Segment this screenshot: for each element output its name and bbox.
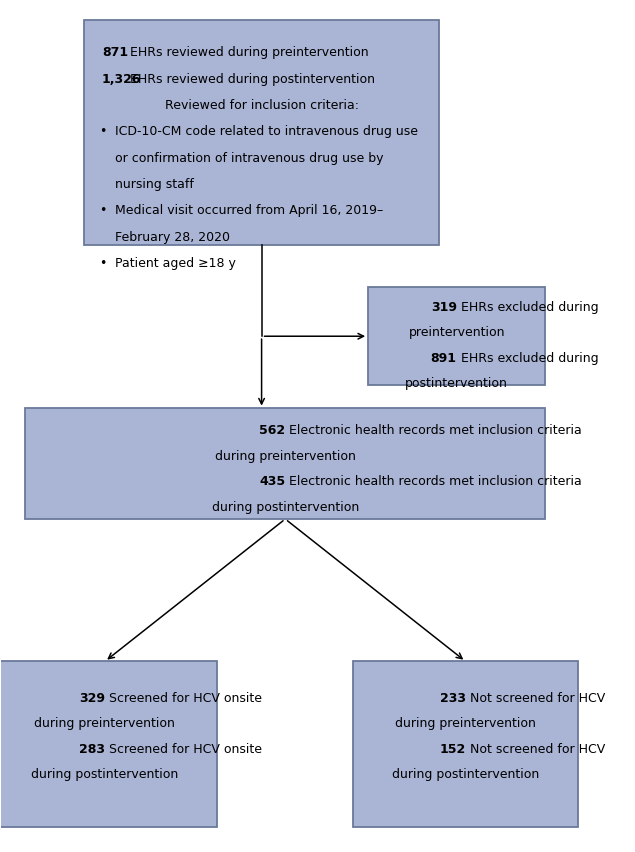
Bar — [25, 409, 545, 520]
Text: Reviewed for inclusion criteria:: Reviewed for inclusion criteria: — [164, 99, 359, 112]
Text: February 28, 2020: February 28, 2020 — [115, 231, 230, 244]
Text: 562: 562 — [259, 423, 285, 437]
Text: Screened for HCV onsite: Screened for HCV onsite — [105, 691, 262, 704]
Text: •: • — [99, 125, 106, 138]
Text: •: • — [99, 257, 106, 270]
Text: Medical visit occurred from April 16, 2019–: Medical visit occurred from April 16, 20… — [115, 204, 383, 217]
Text: 435: 435 — [259, 475, 285, 487]
Bar — [84, 20, 439, 245]
Text: EHRs excluded during: EHRs excluded during — [457, 300, 598, 314]
Text: EHRs excluded during: EHRs excluded during — [457, 351, 598, 364]
Text: Electronic health records met inclusion criteria: Electronic health records met inclusion … — [285, 475, 582, 487]
Text: Not screened for HCV: Not screened for HCV — [465, 691, 605, 704]
Text: during postintervention: during postintervention — [31, 768, 178, 780]
Text: Patient aged ≥18 y: Patient aged ≥18 y — [115, 257, 236, 270]
Text: Not screened for HCV: Not screened for HCV — [465, 742, 605, 755]
Text: Screened for HCV onsite: Screened for HCV onsite — [105, 742, 262, 755]
Text: 233: 233 — [439, 691, 465, 704]
Text: during preintervention: during preintervention — [395, 717, 536, 729]
Text: preintervention: preintervention — [408, 325, 505, 338]
Text: during postintervention: during postintervention — [211, 500, 359, 513]
Text: •: • — [99, 204, 106, 217]
Text: 283: 283 — [79, 742, 105, 755]
Text: ICD-10-CM code related to intravenous drug use: ICD-10-CM code related to intravenous dr… — [115, 125, 418, 138]
Bar — [353, 662, 578, 827]
Text: 329: 329 — [79, 691, 105, 704]
Text: Electronic health records met inclusion criteria: Electronic health records met inclusion … — [285, 423, 582, 437]
Text: 319: 319 — [431, 300, 457, 314]
Text: 891: 891 — [431, 351, 457, 364]
Text: 871: 871 — [102, 46, 128, 60]
Text: EHRs reviewed during postintervention: EHRs reviewed during postintervention — [130, 72, 375, 85]
Text: 1,326: 1,326 — [102, 72, 142, 85]
Text: during postintervention: during postintervention — [392, 768, 539, 780]
Text: postintervention: postintervention — [405, 377, 508, 389]
Text: nursing staff: nursing staff — [115, 178, 194, 191]
Text: EHRs reviewed during preintervention: EHRs reviewed during preintervention — [130, 46, 369, 60]
Bar — [368, 288, 545, 386]
Text: or confirmation of intravenous drug use by: or confirmation of intravenous drug use … — [115, 152, 384, 164]
Text: during preintervention: during preintervention — [215, 449, 356, 463]
Text: 152: 152 — [439, 742, 465, 755]
Text: during preintervention: during preintervention — [34, 717, 175, 729]
Bar — [0, 662, 217, 827]
